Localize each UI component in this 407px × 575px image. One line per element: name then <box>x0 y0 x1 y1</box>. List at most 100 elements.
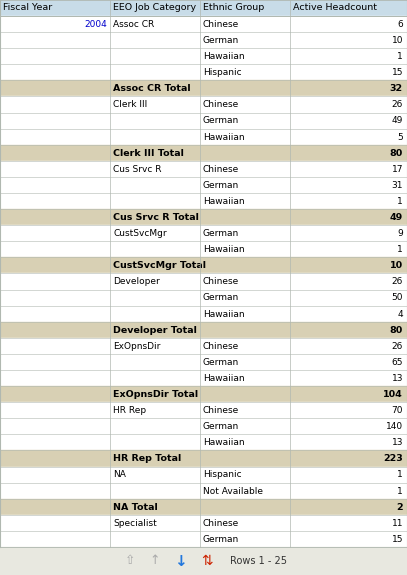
Text: 17: 17 <box>392 164 403 174</box>
Bar <box>0 322 407 338</box>
Text: 49: 49 <box>390 213 403 222</box>
Text: 104: 104 <box>383 390 403 399</box>
Text: Chinese: Chinese <box>203 20 239 29</box>
Text: German: German <box>203 229 239 238</box>
Text: 26: 26 <box>392 342 403 351</box>
Text: Cus Srvc R: Cus Srvc R <box>113 164 162 174</box>
Bar <box>0 274 407 290</box>
Text: 49: 49 <box>392 116 403 125</box>
Bar <box>0 402 407 418</box>
Text: Active Headcount: Active Headcount <box>293 3 377 13</box>
Bar <box>0 482 407 499</box>
Text: 80: 80 <box>390 325 403 335</box>
Text: 15: 15 <box>392 68 403 77</box>
Text: Specialist: Specialist <box>113 519 157 528</box>
Bar <box>0 225 407 242</box>
Bar <box>0 48 407 64</box>
Text: Hawaiian: Hawaiian <box>203 245 245 254</box>
Bar <box>0 145 407 161</box>
Text: 31: 31 <box>392 181 403 190</box>
Bar <box>0 32 407 48</box>
Bar <box>0 515 407 531</box>
Bar <box>0 177 407 193</box>
Text: German: German <box>203 116 239 125</box>
Bar <box>0 547 407 575</box>
Text: Hispanic: Hispanic <box>203 68 241 77</box>
Text: NA Total: NA Total <box>113 503 158 512</box>
Bar <box>0 193 407 209</box>
Text: 50: 50 <box>392 293 403 302</box>
Bar <box>0 386 407 402</box>
Text: 1: 1 <box>397 52 403 61</box>
Bar <box>0 258 407 274</box>
Text: 5: 5 <box>397 132 403 141</box>
Bar <box>0 64 407 81</box>
Text: Hispanic: Hispanic <box>203 470 241 480</box>
Bar <box>0 16 407 32</box>
Text: 13: 13 <box>392 374 403 383</box>
Text: German: German <box>203 422 239 431</box>
Text: Cus Srvc R Total: Cus Srvc R Total <box>113 213 199 222</box>
Text: ⇅: ⇅ <box>201 554 213 568</box>
Text: 6: 6 <box>397 20 403 29</box>
Text: NA: NA <box>113 470 126 480</box>
Text: 1: 1 <box>397 245 403 254</box>
Text: 13: 13 <box>392 438 403 447</box>
Text: 15: 15 <box>392 535 403 544</box>
Text: Developer: Developer <box>113 277 160 286</box>
Bar <box>0 306 407 322</box>
Text: Developer Total: Developer Total <box>113 325 197 335</box>
Text: 11: 11 <box>392 519 403 528</box>
Bar <box>0 0 407 16</box>
Text: 32: 32 <box>390 84 403 93</box>
Text: Hawaiian: Hawaiian <box>203 309 245 319</box>
Text: 26: 26 <box>392 100 403 109</box>
Text: German: German <box>203 181 239 190</box>
Text: 2: 2 <box>396 503 403 512</box>
Text: CustSvcMgr Total: CustSvcMgr Total <box>113 261 206 270</box>
Text: 9: 9 <box>397 229 403 238</box>
Text: ExOpnsDir Total: ExOpnsDir Total <box>113 390 199 399</box>
Text: ↓: ↓ <box>174 554 186 569</box>
Bar <box>0 81 407 97</box>
Text: 223: 223 <box>383 454 403 463</box>
Text: Clerk III: Clerk III <box>113 100 148 109</box>
Text: Not Available: Not Available <box>203 486 263 496</box>
Text: 4: 4 <box>397 309 403 319</box>
Bar <box>0 466 407 482</box>
Bar <box>0 290 407 306</box>
Text: 10: 10 <box>390 261 403 270</box>
Text: Fiscal Year: Fiscal Year <box>3 3 52 13</box>
Text: Chinese: Chinese <box>203 519 239 528</box>
Text: 80: 80 <box>390 148 403 158</box>
Text: 70: 70 <box>392 406 403 415</box>
Text: ⇧: ⇧ <box>125 554 135 568</box>
Text: 1: 1 <box>397 486 403 496</box>
Text: Assoc CR Total: Assoc CR Total <box>113 84 191 93</box>
Bar <box>0 418 407 434</box>
Text: Hawaiian: Hawaiian <box>203 132 245 141</box>
Text: German: German <box>203 358 239 367</box>
Text: German: German <box>203 535 239 544</box>
Text: German: German <box>203 36 239 45</box>
Text: 65: 65 <box>392 358 403 367</box>
Text: 140: 140 <box>386 422 403 431</box>
Bar <box>0 354 407 370</box>
Text: Chinese: Chinese <box>203 164 239 174</box>
Bar <box>0 113 407 129</box>
Text: Assoc CR: Assoc CR <box>113 20 155 29</box>
Text: Chinese: Chinese <box>203 342 239 351</box>
Text: German: German <box>203 293 239 302</box>
Bar <box>0 434 407 450</box>
Text: 1: 1 <box>397 197 403 206</box>
Bar <box>0 161 407 177</box>
Text: Hawaiian: Hawaiian <box>203 52 245 61</box>
Bar <box>0 370 407 386</box>
Text: CustSvcMgr: CustSvcMgr <box>113 229 167 238</box>
Text: HR Rep: HR Rep <box>113 406 147 415</box>
Text: 2004: 2004 <box>85 20 107 29</box>
Text: Chinese: Chinese <box>203 100 239 109</box>
Text: Clerk III Total: Clerk III Total <box>113 148 184 158</box>
Text: Chinese: Chinese <box>203 277 239 286</box>
Text: Rows 1 - 25: Rows 1 - 25 <box>230 556 287 566</box>
